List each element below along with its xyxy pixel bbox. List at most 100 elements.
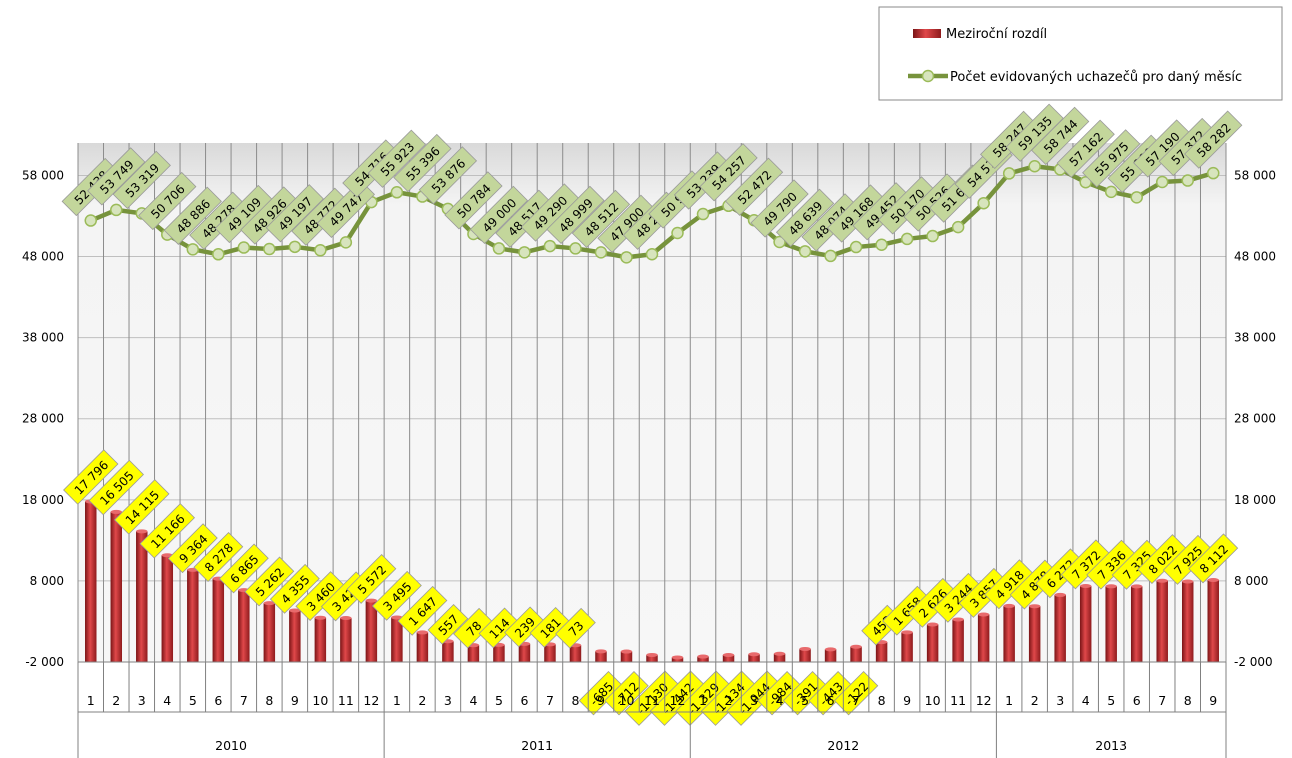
line-data-label-bg bbox=[418, 146, 478, 205]
bar-cap bbox=[850, 644, 862, 649]
x-tick-label: 12 bbox=[976, 693, 992, 708]
bar bbox=[136, 531, 148, 662]
x-tick-label: 5 bbox=[801, 693, 809, 708]
line-marker bbox=[824, 249, 837, 263]
x-tick-label: 12 bbox=[670, 693, 686, 708]
bar-data-label: 73 bbox=[555, 607, 596, 649]
y-tick-label-left: 28 000 bbox=[22, 412, 64, 426]
bar-cap bbox=[289, 608, 301, 613]
y-tick-label-left: 48 000 bbox=[22, 250, 64, 264]
bar bbox=[544, 644, 556, 662]
line-marker bbox=[671, 226, 684, 240]
line-marker bbox=[773, 235, 786, 249]
bar bbox=[518, 643, 531, 662]
line-marker bbox=[875, 238, 888, 252]
y-tick-label-right: 48 000 bbox=[1234, 250, 1276, 264]
bar-data-label-bg bbox=[114, 479, 170, 535]
bar-data-label-bg bbox=[269, 563, 320, 614]
x-tick-label: 9 bbox=[903, 693, 911, 708]
line-marker bbox=[594, 246, 608, 259]
bar-cap bbox=[340, 615, 352, 620]
bar-cap bbox=[926, 622, 939, 627]
y-tick-label-left: 8 000 bbox=[30, 574, 64, 588]
line-data-label-bg bbox=[138, 171, 197, 231]
bar-data-label-bg bbox=[604, 670, 649, 716]
bar-cap bbox=[365, 598, 378, 603]
x-tick-label: 9 bbox=[597, 693, 605, 708]
bar-data-label-bg bbox=[139, 503, 196, 559]
bar-cap bbox=[799, 646, 811, 651]
line-data-label-bg bbox=[1082, 129, 1141, 188]
y-tick-label-left: 38 000 bbox=[22, 331, 64, 345]
bar-cap bbox=[416, 630, 429, 635]
bar bbox=[901, 632, 913, 662]
bar-cap bbox=[1054, 592, 1066, 597]
x-group-label: 2013 bbox=[1095, 738, 1127, 753]
line-data-label-bg bbox=[724, 157, 784, 216]
x-tick-label: 5 bbox=[189, 693, 197, 708]
bar bbox=[187, 569, 199, 662]
bar-cap bbox=[136, 529, 148, 534]
line-marker bbox=[951, 220, 965, 234]
bar-data-label-bg bbox=[478, 607, 520, 649]
bar-cap bbox=[391, 615, 403, 620]
x-tick-label: 1 bbox=[87, 693, 95, 708]
line-data-label-bg bbox=[1031, 106, 1090, 166]
bar bbox=[799, 648, 811, 662]
line-marker bbox=[1002, 167, 1016, 180]
line-data-label-bg bbox=[393, 133, 452, 193]
x-group-label: 2011 bbox=[521, 738, 553, 753]
x-tick-label: 7 bbox=[852, 693, 860, 708]
bar bbox=[722, 654, 735, 662]
x-tick-label: 6 bbox=[520, 693, 528, 708]
bar bbox=[671, 657, 684, 662]
y-tick-label-left: 58 000 bbox=[22, 168, 64, 182]
bar-data-label-bg bbox=[218, 543, 269, 594]
line-marker bbox=[569, 242, 582, 255]
line-marker bbox=[1079, 175, 1092, 189]
bar bbox=[850, 646, 862, 662]
bar-data-label-bg bbox=[346, 553, 397, 604]
line-marker bbox=[543, 239, 557, 253]
bar bbox=[365, 600, 378, 662]
line-marker bbox=[339, 236, 353, 249]
x-tick-label: 8 bbox=[571, 693, 579, 708]
line-marker bbox=[849, 240, 863, 254]
line-data-label-bg bbox=[265, 184, 324, 243]
x-tick-label: 2 bbox=[725, 693, 733, 708]
line-data-label-bg bbox=[750, 179, 809, 238]
x-tick-label: 4 bbox=[776, 693, 784, 708]
line-marker bbox=[186, 243, 200, 256]
bar-data-label-bg bbox=[833, 670, 879, 716]
line-marker bbox=[696, 207, 710, 221]
bar bbox=[263, 603, 276, 662]
bar bbox=[748, 654, 760, 662]
line-marker bbox=[645, 248, 659, 261]
x-tick-label: 8 bbox=[1184, 693, 1192, 708]
x-tick-label: 4 bbox=[163, 693, 171, 708]
line-data-label-bg bbox=[367, 129, 427, 188]
x-tick-label: 2 bbox=[112, 693, 120, 708]
line-data-label-bg bbox=[316, 179, 375, 238]
bar bbox=[875, 642, 888, 662]
x-tick-label: 11 bbox=[338, 693, 354, 708]
y-tick-label-right: 38 000 bbox=[1234, 331, 1276, 345]
bar bbox=[416, 632, 429, 662]
legend-bar-swatch bbox=[913, 29, 941, 38]
line-marker bbox=[1104, 185, 1118, 199]
legend-box bbox=[878, 6, 1283, 101]
bar bbox=[977, 614, 990, 662]
bar-cap bbox=[1105, 584, 1117, 589]
bar bbox=[289, 610, 301, 662]
y-tick-label-right: 8 000 bbox=[1234, 574, 1268, 588]
line-marker bbox=[977, 196, 990, 210]
line-marker bbox=[110, 203, 123, 217]
line-marker bbox=[84, 214, 98, 227]
bar bbox=[773, 653, 786, 662]
bar-cap bbox=[773, 651, 786, 656]
line-marker bbox=[900, 232, 914, 246]
line-marker bbox=[1130, 191, 1143, 204]
bar bbox=[824, 649, 837, 662]
line-data-label-bg bbox=[571, 189, 631, 248]
bar bbox=[467, 645, 480, 662]
